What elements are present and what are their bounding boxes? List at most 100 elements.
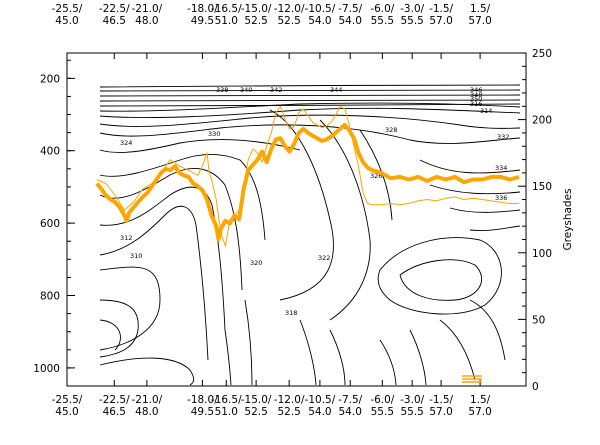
tick-label-lon: -1.5/ <box>429 3 453 15</box>
contour-label: 330 <box>208 130 220 138</box>
contour-line <box>299 319 317 386</box>
left-tick-label: 400 <box>40 146 60 158</box>
tick-label-lat: 48.0 <box>135 406 158 418</box>
tick-label-lat: 45.0 <box>55 15 78 27</box>
tick-label-lat: 54.0 <box>339 406 362 418</box>
tick-label-lon: -7.5/ <box>338 394 362 406</box>
tick-label-lat: 51.0 <box>215 15 238 27</box>
tick-label-lon: -25.5/ <box>52 394 83 406</box>
tick-label-lat: 46.5 <box>103 406 126 418</box>
orange-thin-line <box>96 105 520 247</box>
tick-label-lat: 54.0 <box>308 406 331 418</box>
plot-frame-rect <box>66 52 527 387</box>
contour-label: 348 <box>470 91 482 99</box>
tick-label-lat: 55.5 <box>371 15 394 27</box>
contour-line <box>99 153 266 241</box>
contour-lines <box>99 84 521 386</box>
contour-label: 340 <box>240 86 252 94</box>
tick-label-lon: -22.5/ <box>99 3 130 15</box>
contour-label: 316 <box>470 100 482 108</box>
tick-label-lon: -10.5/ <box>305 394 336 406</box>
right-tick-label: 150 <box>532 181 552 193</box>
contour-label: 344 <box>330 86 342 94</box>
contour-label: 310 <box>130 252 142 260</box>
right-tick-label: 50 <box>532 314 545 326</box>
bottom-marker <box>462 375 482 383</box>
contour-line <box>319 119 371 321</box>
left-tick-label: 200 <box>40 73 60 85</box>
contour-line <box>99 319 121 351</box>
tick-label-lat: 57.0 <box>429 15 452 27</box>
contour-line <box>244 299 253 386</box>
tick-label-lat: 51.0 <box>215 406 238 418</box>
contour-line <box>99 168 243 291</box>
tick-label-lon: -1.5/ <box>429 394 453 406</box>
contour-label: 324 <box>120 139 132 147</box>
greyshades-axis-label: Greyshades <box>562 188 574 250</box>
contour-label: 350 <box>470 95 482 103</box>
tick-label-lat: 54.0 <box>308 15 331 27</box>
left-tick-label: 600 <box>40 218 60 230</box>
plot-frame <box>66 52 527 387</box>
right-tick-label: 100 <box>532 248 552 260</box>
tick-label-lon: -18.0/ <box>187 3 218 15</box>
contour-line <box>99 94 521 97</box>
tick-label-lat: 49.5 <box>191 15 214 27</box>
tick-label-lon: 1.5/ <box>470 3 491 15</box>
bottom-axis-ticks: -25.5/45.0 -22.5/46.5 -21.0/48.0 -18.0/49.5… <box>52 380 492 418</box>
contour-line <box>99 102 521 112</box>
contour-label: 326 <box>370 172 382 180</box>
tick-label-lon: -25.5/ <box>52 3 83 15</box>
tick-label-lat: 52.5 <box>244 15 267 27</box>
contour-line <box>99 124 521 144</box>
tick-label-lon: -18.0/ <box>187 394 218 406</box>
orange-series-path <box>95 122 520 242</box>
right-tick-label: 0 <box>532 381 539 393</box>
contour-label: 342 <box>270 86 282 94</box>
contour-line <box>99 357 195 386</box>
tick-label-lon: -12.0/ <box>274 394 305 406</box>
contour-label: 314 <box>480 107 492 115</box>
right-tick-label: 250 <box>532 48 552 60</box>
contour-label: 332 <box>497 133 509 141</box>
tick-label-lon: -15.0/ <box>241 3 272 15</box>
contour-line <box>449 207 521 213</box>
tick-label-lat: 54.0 <box>339 15 362 27</box>
contour-label: 338 <box>216 86 228 94</box>
contour-label: 328 <box>385 126 397 134</box>
tick-label-lat: 52.5 <box>277 406 300 418</box>
contour-line <box>99 107 521 119</box>
tick-label-lon: -16.5/ <box>211 3 242 15</box>
tick-label-lat: 55.5 <box>400 15 423 27</box>
contour-line <box>99 99 521 102</box>
tick-label-lon: -21.0/ <box>132 394 163 406</box>
tick-label-lon: -10.5/ <box>305 3 336 15</box>
right-axis-ticks: 0 50 100 150 200 250 <box>518 48 552 393</box>
contour-line <box>429 184 521 195</box>
tick-label-lon: -3.0/ <box>400 394 424 406</box>
contour-line <box>99 266 161 351</box>
contour-label: 346 <box>470 86 482 94</box>
tick-label-lat: 57.0 <box>468 15 491 27</box>
contour-line <box>379 339 397 386</box>
contour-line <box>469 225 521 231</box>
contour-line <box>409 329 427 386</box>
contour-label: 336 <box>495 194 507 202</box>
contour-line <box>439 319 476 381</box>
tick-label-lat: 49.5 <box>191 406 214 418</box>
left-axis-ticks: 200 400 600 800 1000 <box>33 59 75 387</box>
tick-label-lat: 48.0 <box>135 15 158 27</box>
contour-line <box>329 329 346 386</box>
orange-thick-line <box>95 122 520 242</box>
contour-line <box>224 329 232 386</box>
tick-label-lon: 1.5/ <box>470 394 491 406</box>
contour-line <box>377 237 502 315</box>
left-tick-label: 800 <box>40 291 60 303</box>
tick-label-lat: 55.5 <box>371 406 394 418</box>
right-tick-label: 200 <box>532 115 552 127</box>
tick-label-lon: -6.0/ <box>370 394 394 406</box>
contour-line <box>469 299 506 361</box>
tick-label-lat: 57.0 <box>468 406 491 418</box>
